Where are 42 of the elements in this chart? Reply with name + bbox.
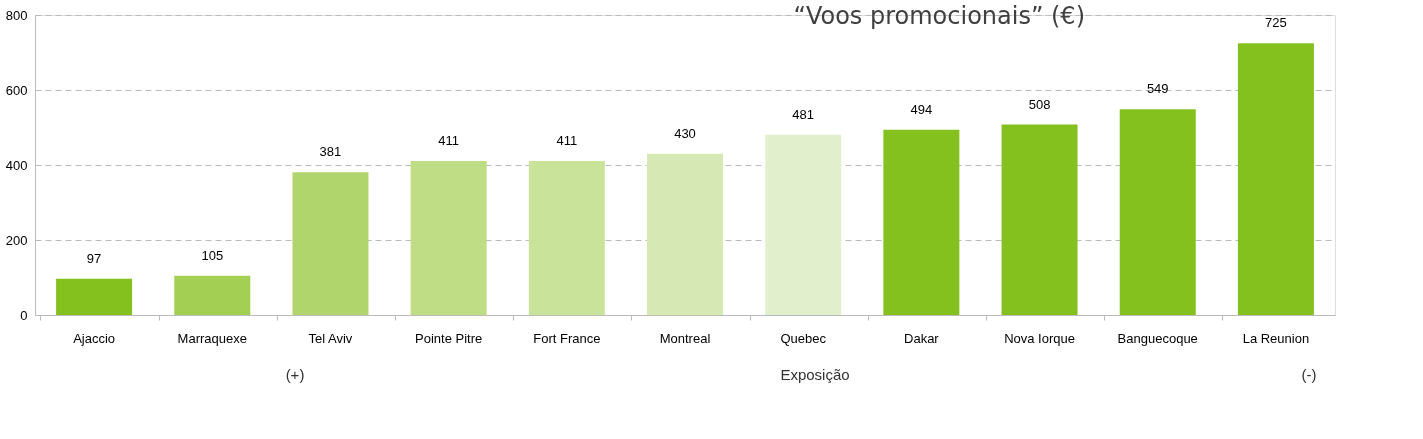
x-tick-label: Tel Aviv <box>308 330 353 346</box>
data-label: 381 <box>319 144 342 160</box>
bar <box>56 278 133 315</box>
x-tick-label: Banguecoque <box>1117 330 1198 346</box>
bar <box>1119 109 1196 315</box>
data-label: 411 <box>556 132 578 148</box>
data-label: 430 <box>674 125 696 141</box>
y-tick-label: 600 <box>5 82 28 98</box>
bar <box>883 129 960 315</box>
x-tick-label: Quebec <box>780 330 827 346</box>
data-label: 411 <box>438 132 459 148</box>
bar <box>174 275 251 315</box>
x-tick-label: Montreal <box>659 330 711 346</box>
data-label: 549 <box>1146 81 1169 97</box>
data-label: 508 <box>1028 96 1051 112</box>
bar <box>1001 124 1078 315</box>
bar <box>410 160 487 315</box>
x-tick-label: Marraquexe <box>177 330 247 346</box>
data-label: 494 <box>910 101 933 117</box>
x-tick-label: Pointe Pitre <box>415 330 483 346</box>
data-label: 97 <box>86 250 102 266</box>
bar <box>528 160 605 315</box>
x-axis-title: Exposição <box>780 366 850 383</box>
data-label: 481 <box>792 106 815 122</box>
bar <box>1237 43 1314 315</box>
x-tick-label: Fort France <box>533 330 601 346</box>
x-tick-label: Ajaccio <box>73 330 116 346</box>
x-tick-label: La Reunion <box>1242 330 1310 346</box>
bar <box>765 134 842 315</box>
y-tick-label: 0 <box>20 307 28 323</box>
data-label: 725 <box>1265 15 1287 31</box>
data-label: 105 <box>201 247 224 263</box>
y-tick-label: 800 <box>5 7 28 23</box>
text: (+) <box>285 366 305 383</box>
bar <box>647 153 723 315</box>
x-tick-label: Dakar <box>904 330 940 346</box>
bar <box>292 172 369 315</box>
chart-title: “Voos promocionais” (€) <box>793 2 1085 30</box>
y-tick-label: 400 <box>5 157 28 173</box>
text: (-) <box>1301 366 1317 383</box>
y-tick-label: 200 <box>5 232 28 248</box>
x-tick-label: Nova Iorque <box>1004 330 1075 346</box>
